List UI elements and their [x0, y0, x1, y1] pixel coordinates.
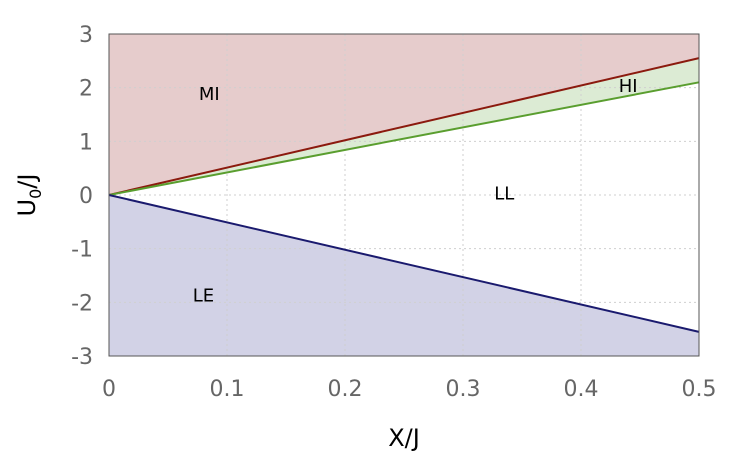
- y-tick-label: -2: [71, 291, 93, 316]
- plot-frame: [108, 33, 700, 357]
- region-labels: MI HI LL LE: [193, 76, 638, 306]
- series-line-1: [108, 81, 700, 196]
- y-axis-label-tail: /J: [13, 174, 41, 189]
- x-axis-label: X/J: [388, 424, 420, 452]
- x-tick-label: 0.1: [210, 377, 245, 402]
- series-line-0: [108, 57, 700, 196]
- y-tick-label: -3: [71, 345, 93, 370]
- y-tick-label: -1: [71, 238, 93, 263]
- y-tick-label: 2: [79, 77, 93, 102]
- region-label-le: LE: [193, 285, 214, 306]
- x-tick-label: 0.2: [328, 377, 363, 402]
- y-tick-labels: 3 2 1 0 -1 -2 -3: [71, 23, 93, 370]
- x-tick-label: 0.5: [682, 377, 717, 402]
- series-lines: [108, 57, 700, 333]
- region-ll-fill: [109, 82, 699, 332]
- y-tick-label: 3: [79, 23, 93, 48]
- series-line-2: [108, 194, 700, 333]
- x-tick-labels: 0 0.1 0.2 0.3 0.4 0.5: [102, 377, 717, 402]
- x-tick-label: 0.3: [446, 377, 481, 402]
- y-axis-label: U0/J: [13, 174, 45, 217]
- region-label-ll: LL: [494, 183, 514, 204]
- region-label-hi: HI: [619, 76, 638, 97]
- y-axis-label-subscript: 0: [26, 189, 45, 199]
- region-label-mi: MI: [199, 84, 220, 105]
- region-mi-fill: [109, 34, 699, 195]
- x-tick-label: 0.4: [564, 377, 599, 402]
- y-axis-label-main: U: [13, 199, 41, 217]
- y-tick-label: 1: [79, 130, 93, 155]
- y-tick-label: 0: [79, 184, 93, 209]
- x-tick-label: 0: [102, 377, 116, 402]
- grid-lines: [109, 34, 699, 356]
- region-le-fill: [109, 195, 699, 356]
